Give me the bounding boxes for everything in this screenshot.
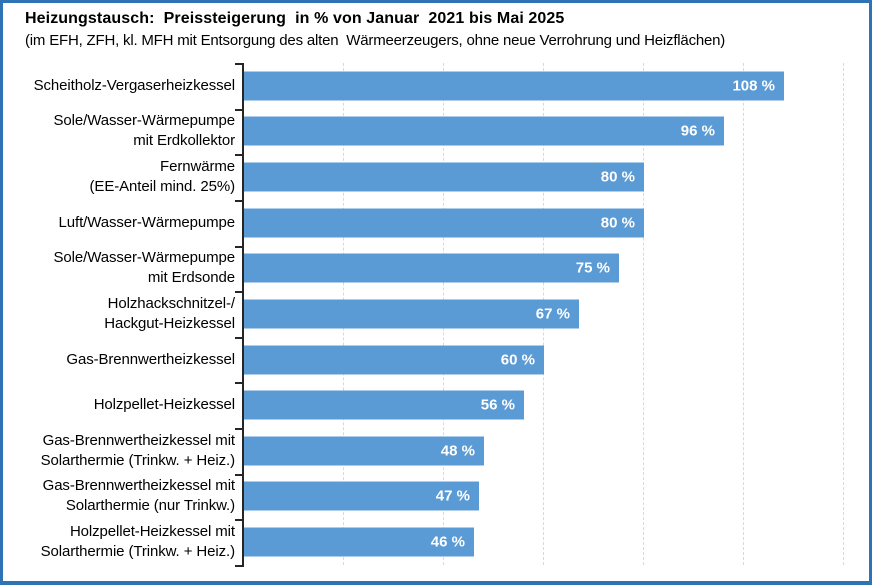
axis-tick (235, 63, 242, 65)
bar-rows: Scheitholz-Vergaserheizkessel 108 % Sole/W… (34, 63, 861, 565)
bar-row: Holzpellet-Heizkessel 56 % (94, 382, 861, 428)
bar: 56 % (244, 390, 524, 420)
category-label-line: Sole/Wasser-Wärmepumpe (53, 112, 236, 130)
category-label-line: (EE-Anteil mind. 25%) (89, 178, 236, 196)
chart-header: Heizungstausch: Preissteigerung in % von… (25, 10, 852, 49)
bar-row: Gas-Brennwertheizkessel mit Solarthermie … (41, 428, 861, 474)
category-label-line: Holzpellet-Heizkessel (93, 396, 235, 414)
category-label: Luft/Wasser-Wärmepumpe (0, 213, 236, 233)
bar-value-label: 75 % (575, 259, 610, 277)
category-label: Sole/Wasser-Wärmepumpe mit Erdsonde (0, 248, 236, 288)
category-label-line: Fernwärme (160, 158, 235, 176)
category-label-line: Hackgut-Heizkessel (104, 314, 235, 332)
bar-row: Gas-Brennwertheizkessel 60 % (66, 337, 861, 383)
category-label-line: Gas-Brennwertheizkessel (66, 350, 235, 368)
bar: 48 % (244, 436, 484, 466)
axis-tick (235, 382, 242, 385)
bar: 75 % (244, 253, 619, 283)
bar-value-label: 56 % (480, 396, 515, 414)
y-axis-line (242, 63, 244, 567)
axis-tick (235, 428, 242, 431)
axis-tick (235, 473, 242, 476)
axis-tick (235, 199, 242, 202)
axis-tick (235, 336, 242, 339)
category-label: Sole/Wasser-Wärmepumpe mit Erdkollektor (0, 111, 236, 151)
gridline (643, 63, 644, 565)
bar-value-label: 108 % (732, 77, 775, 95)
bar-row: Holzhackschnitzel-/ Hackgut-Heizkessel 67 … (104, 291, 861, 337)
category-label-line: Scheitholz-Vergaserheizkessel (33, 76, 235, 94)
bar-value-label: 48 % (440, 442, 475, 460)
category-label-line: mit Erdsonde (147, 269, 235, 287)
bar: 46 % (244, 527, 474, 557)
category-label-line: Sole/Wasser-Wärmepumpe (53, 249, 236, 267)
bar-value-label: 60 % (500, 351, 535, 369)
bar-value-label: 47 % (435, 487, 470, 505)
gridline (843, 63, 844, 565)
bar-row: Gas-Brennwertheizkessel mit Solarthermie … (43, 474, 861, 520)
bar: 60 % (244, 345, 544, 375)
chart-title: Heizungstausch: Preissteigerung in % von… (25, 10, 565, 27)
bar: 80 % (244, 208, 644, 238)
category-label: Scheitholz-Vergaserheizkessel (0, 76, 235, 96)
category-label-line: Solarthermie (nur Trinkw.) (65, 497, 235, 515)
bar-row: Sole/Wasser-Wärmepumpe mit Erdsonde 75 % (54, 246, 861, 292)
bar-row: Holzpellet-Heizkessel mit Solarthermie (T… (41, 519, 861, 565)
category-label: Gas-Brennwertheizkessel (0, 350, 235, 370)
axis-tick (235, 154, 242, 157)
bar-value-label: 80 % (600, 214, 635, 232)
category-label-line: mit Erdkollektor (133, 132, 235, 150)
bar: 47 % (244, 481, 479, 511)
bar: 108 % (244, 71, 784, 101)
bar: 96 % (244, 116, 724, 146)
chart-subtitle: (im EFH, ZFH, kl. MFH mit Entsorgung des… (25, 32, 726, 49)
category-label-line: Gas-Brennwertheizkessel mit (42, 477, 235, 495)
category-label: Fernwärme (EE-Anteil mind. 25%) (0, 157, 236, 197)
bar-value-label: 80 % (600, 168, 635, 186)
category-label-line: Solarthermie (Trinkw. + Heiz.) (40, 543, 236, 561)
axis-tick (235, 108, 242, 111)
category-label-line: Holzpellet-Heizkessel mit (69, 523, 235, 541)
category-label: Holzpellet-Heizkessel (0, 395, 235, 415)
category-label-line: Holzhackschnitzel-/ (107, 294, 235, 312)
axis-tick (235, 245, 242, 248)
axis-tick (235, 519, 242, 522)
bar-value-label: 46 % (430, 533, 465, 551)
bar-value-label: 67 % (535, 305, 570, 323)
bar-row: Sole/Wasser-Wärmepumpe mit Erdkollektor 96… (54, 109, 861, 155)
category-label: Gas-Brennwertheizkessel mit Solarthermie … (0, 476, 235, 516)
category-label-line: Gas-Brennwertheizkessel mit (42, 431, 235, 449)
category-label: Gas-Brennwertheizkessel mit Solarthermie … (0, 431, 236, 471)
axis-tick (235, 291, 242, 294)
bar: 80 % (244, 162, 644, 192)
category-label: Holzhackschnitzel-/ Hackgut-Heizkessel (0, 294, 235, 334)
bar-row: Luft/Wasser-Wärmepumpe 80 % (59, 200, 861, 246)
bar-value-label: 96 % (680, 122, 715, 140)
bar: 67 % (244, 299, 579, 329)
bar-row: Scheitholz-Vergaserheizkessel 108 % (34, 63, 861, 109)
category-label: Holzpellet-Heizkessel mit Solarthermie (T… (0, 522, 236, 562)
category-label-line: Solarthermie (Trinkw. + Heiz.) (40, 451, 236, 469)
axis-tick (235, 565, 242, 567)
bar-row: Fernwärme (EE-Anteil mind. 25%) 80 % (90, 154, 861, 200)
category-label-line: Luft/Wasser-Wärmepumpe (58, 213, 236, 231)
gridline (743, 63, 744, 565)
